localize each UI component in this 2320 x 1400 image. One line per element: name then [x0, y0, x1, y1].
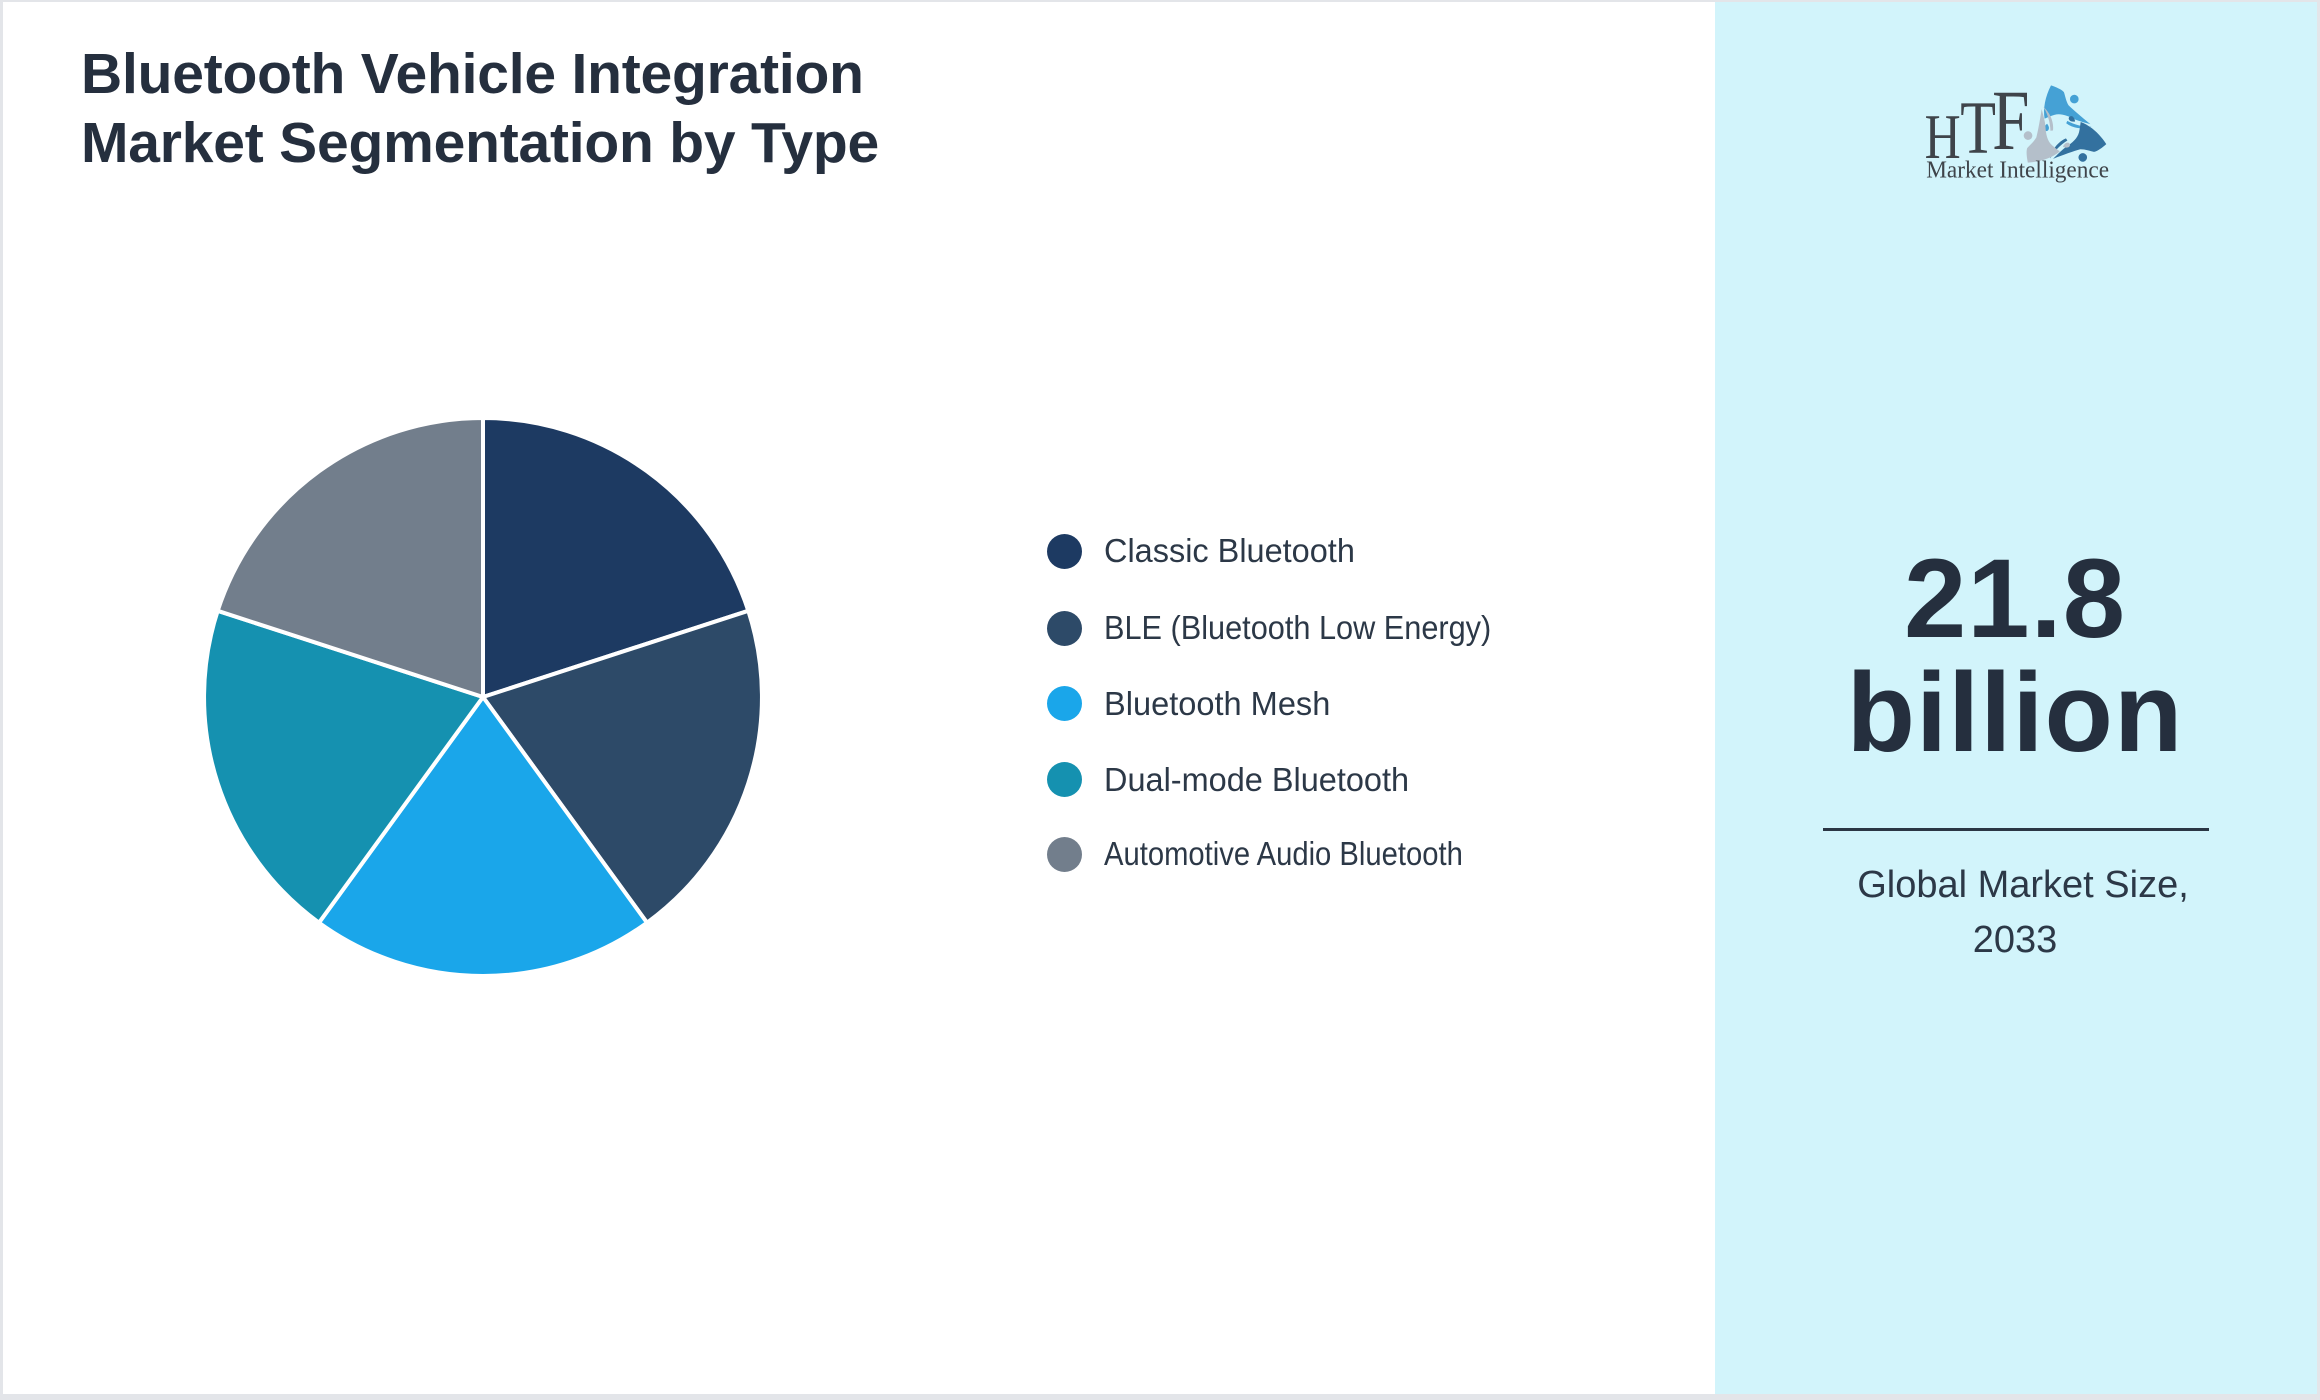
svg-text:Market Intelligence: Market Intelligence — [1926, 157, 2109, 183]
svg-text:T: T — [1960, 85, 1996, 169]
svg-text:H: H — [1925, 102, 1961, 172]
svg-text:F: F — [1992, 72, 2029, 168]
